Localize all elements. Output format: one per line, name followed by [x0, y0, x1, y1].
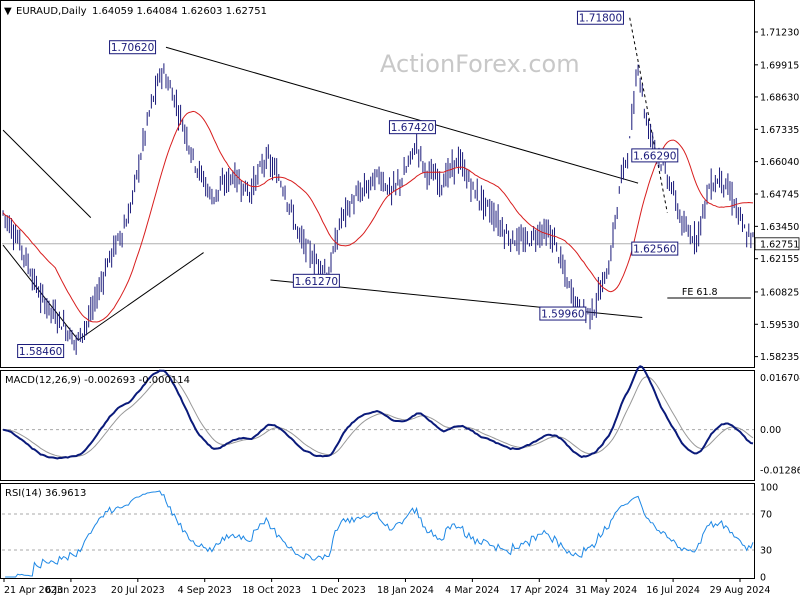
rsi-panel-frame: [0, 483, 755, 579]
date-tick-label: 17 Apr 2024: [510, 585, 569, 596]
date-tick-label: 29 Aug 2024: [710, 585, 771, 596]
macd-layer: 0.016704 0.00 -0.012869: [2, 365, 800, 476]
main-price-axis: 1.71230 1.69915 1.68630 1.67335 1.66040 1.647…: [2, 27, 800, 363]
price-label-text: 1.66290: [633, 150, 676, 162]
price-tick-label: 1.60825: [760, 287, 799, 298]
price-label-text: 1.61270: [295, 276, 338, 288]
date-tick-label: 31 May 2024: [575, 585, 637, 596]
price-label-text: 1.62560: [633, 244, 676, 256]
current-price-box: [754, 237, 800, 251]
price-label-text: 1.59960: [541, 309, 584, 321]
price-tick-label: 1.62155: [760, 254, 799, 265]
price-label-box: [109, 40, 157, 55]
fib-label: FE 61.8: [682, 287, 718, 298]
date-tick-label: 18 Oct 2023: [242, 585, 301, 596]
rsi-tick-label: 100: [760, 483, 778, 494]
date-tick-label: 20 Jul 2023: [111, 585, 165, 596]
price-label-box: [576, 10, 624, 25]
header-symbol: EURAUD,Daily: [16, 6, 87, 17]
rsi-layer: 100 70 30 0: [2, 483, 778, 584]
macd-tick-label: -0.012869: [760, 465, 800, 476]
price-label-text: 1.58460: [19, 346, 62, 358]
date-tick-label: 4 Mar 2024: [445, 585, 499, 596]
rsi-tick-label: 0: [760, 573, 766, 584]
trend-line-early: [2, 129, 92, 218]
price-tick-label: 1.59530: [760, 320, 799, 331]
rsi-tick-label: 30: [760, 546, 772, 557]
header-ohlc: 1.64059 1.64084 1.62603 1.62751: [92, 6, 267, 17]
date-tick-label: 6 Jun 2023: [45, 585, 96, 596]
macd-line: [2, 365, 754, 460]
price-tick-label: 1.66040: [760, 157, 799, 168]
price-bars: [2, 63, 754, 355]
date-tick-label: 4 Sep 2023: [178, 585, 232, 596]
macd-panel-frame: [0, 370, 755, 481]
trend-line-support: [77, 252, 204, 341]
price-label-box: [631, 148, 679, 163]
symbol-dropdown-icon[interactable]: ▼: [4, 6, 12, 17]
price-tick-label: 1.68630: [760, 92, 799, 103]
price-labels: 1.70620 1.71800 1.67420 1.66290 1.62560 1.612…: [17, 10, 679, 359]
price-label-box: [539, 306, 587, 321]
moving-average-layer: [2, 110, 754, 323]
macd-tick-label: 0.00: [760, 425, 781, 436]
price-label-text: 1.70620: [111, 42, 154, 54]
price-label-box: [292, 273, 340, 288]
rsi-line: [5, 490, 754, 578]
trend-line-resistance: [165, 46, 639, 184]
date-tick-label: 1 Dec 2023: [311, 585, 366, 596]
price-label-box: [17, 344, 65, 359]
trend-lines: FE 61.8: [2, 17, 751, 341]
price-tick-label: 1.67335: [760, 125, 799, 136]
macd-signal-line: [2, 374, 754, 458]
macd-tick-label: 0.016704: [760, 373, 800, 384]
price-label-text: 1.67420: [391, 122, 434, 134]
price-label-box: [388, 120, 436, 135]
date-tick-label: 21 Apr 2023: [4, 585, 63, 596]
date-tick-label: 18 Jan 2024: [377, 585, 434, 596]
main-panel-frame: [0, 0, 755, 368]
price-tick-label: 1.58235: [760, 352, 799, 363]
macd-title: MACD(12,26,9) -0.002693 -0.000114: [5, 375, 190, 386]
price-tick-label: 1.64745: [760, 189, 799, 200]
rsi-title: RSI(14) 36.9613: [5, 488, 86, 499]
price-label-text: 1.71800: [579, 13, 622, 25]
price-tick-label: 1.69915: [760, 60, 799, 71]
price-label-box: [631, 241, 679, 256]
watermark-text: ActionForex.com: [380, 50, 580, 78]
moving-average-line: [2, 110, 754, 323]
price-tick-label: 1.63450: [760, 222, 799, 233]
rsi-tick-label: 70: [760, 510, 772, 521]
current-price-label: 1.62751: [760, 239, 799, 250]
price-tick-label: 1.71230: [760, 27, 799, 38]
date-tick-label: 16 Jul 2024: [646, 585, 700, 596]
